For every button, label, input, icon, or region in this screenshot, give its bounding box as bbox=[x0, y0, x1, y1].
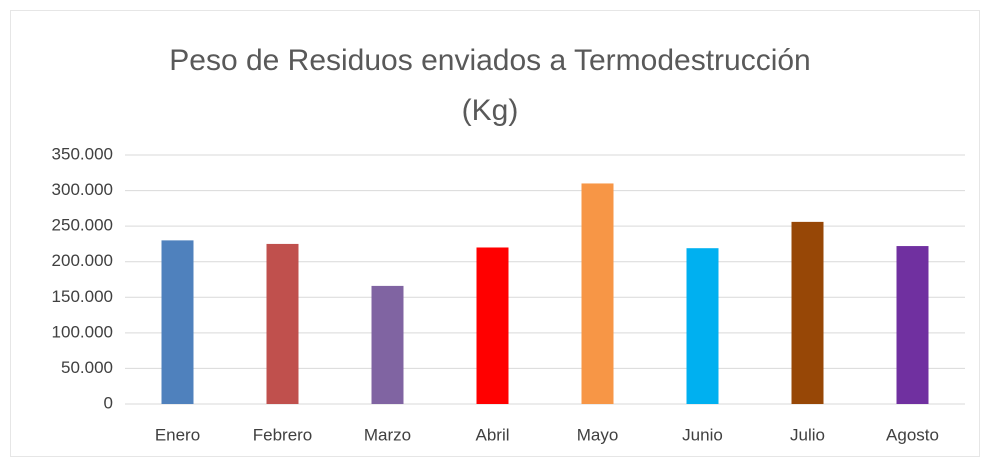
x-tick-label: Marzo bbox=[364, 425, 411, 444]
x-tick-label: Julio bbox=[790, 425, 825, 444]
bar bbox=[476, 247, 509, 404]
y-tick-label: 200.000 bbox=[52, 251, 113, 270]
y-tick-label: 50.000 bbox=[61, 358, 113, 377]
x-tick-label: Abril bbox=[475, 425, 509, 444]
bar bbox=[581, 183, 614, 404]
bar bbox=[161, 240, 194, 404]
y-tick-label: 250.000 bbox=[52, 216, 113, 235]
y-tick-label: 0 bbox=[104, 393, 113, 412]
x-tick-label: Agosto bbox=[886, 425, 939, 444]
x-tick-label: Enero bbox=[155, 425, 200, 444]
y-tick-label: 100.000 bbox=[52, 322, 113, 341]
bar bbox=[371, 285, 404, 404]
chart-border bbox=[10, 10, 980, 457]
bar bbox=[791, 221, 824, 404]
bar bbox=[896, 246, 929, 404]
x-tick-label: Junio bbox=[682, 425, 723, 444]
y-tick-label: 350.000 bbox=[52, 144, 113, 163]
x-tick-label: Mayo bbox=[577, 425, 619, 444]
x-tick-label: Febrero bbox=[253, 425, 313, 444]
bar bbox=[266, 243, 299, 404]
bar bbox=[686, 248, 719, 404]
y-tick-label: 300.000 bbox=[52, 180, 113, 199]
y-tick-label: 150.000 bbox=[52, 287, 113, 306]
chart-title: Peso de Residuos enviados a Termodestruc… bbox=[169, 44, 811, 127]
